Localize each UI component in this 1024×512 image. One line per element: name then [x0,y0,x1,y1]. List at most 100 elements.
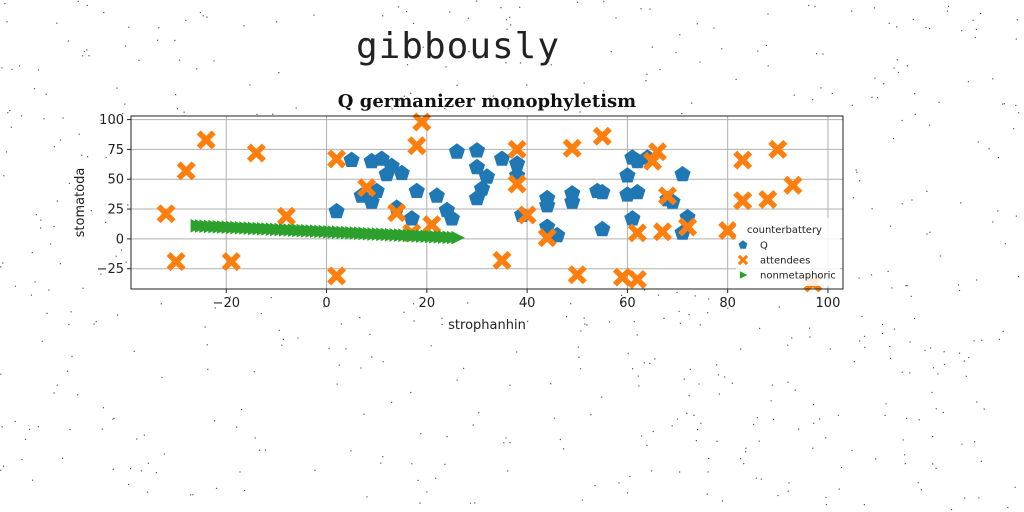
data-point-attendees [507,174,527,194]
speckle-dot [861,315,863,317]
speckle-dot [56,200,58,202]
speckle-dot [708,298,710,300]
speckle-dot [721,500,723,502]
speckle-dot [505,19,508,21]
speckle-dot [997,157,999,159]
speckle-dot [931,391,933,394]
speckle-dot [978,497,980,499]
speckle-dot [507,470,509,472]
speckle-dot [633,321,635,323]
speckle-dot [258,449,261,451]
speckle-dot [430,98,432,100]
speckle-dot [897,71,900,74]
speckle-dot [0,469,2,471]
data-point-attendees [783,175,803,195]
speckle-dot [889,345,891,348]
data-point-attendees [627,223,647,243]
speckle-dot [50,243,52,245]
speckle-dot [412,303,415,305]
speckle-dot [446,436,448,438]
speckle-dot [525,302,527,304]
speckle-dot [977,141,979,143]
speckle-dot [708,457,710,460]
speckle-dot [215,487,218,489]
speckle-dot [95,321,97,323]
speckle-dot [192,494,194,496]
speckle-dot [759,327,761,329]
speckle-dot [313,14,315,16]
speckle-dot [577,1,579,3]
speckle-dot [918,419,920,421]
speckle-dot [892,138,895,140]
speckle-dot [112,418,114,420]
speckle-dot [41,340,43,342]
data-point-Q [473,180,491,196]
speckle-dot [563,448,565,450]
speckle-dot [859,340,861,342]
speckle-dot [1,426,3,428]
speckle-dot [906,285,908,287]
speckle-dot [369,333,371,335]
speckle-dot [964,497,966,499]
speckle-dot [938,101,940,103]
speckle-dot [90,210,92,212]
speckle-dot [163,453,165,455]
data-point-attendees [166,252,186,272]
speckle-dot [441,323,443,326]
speckle-dot [650,470,653,472]
speckle-dot [910,295,912,297]
speckle-dot [397,6,399,8]
speckle-dot [256,113,258,115]
data-point-attendees [643,151,662,171]
speckle-dot [961,30,963,32]
speckle-dot [858,277,860,279]
speckle-dot [932,367,934,369]
speckle-dot [893,328,896,330]
speckle-dot [77,394,79,396]
speckle-dot [675,52,677,54]
speckle-dot [914,113,916,115]
speckle-dot [983,408,985,410]
speckle-dot [578,356,580,358]
data-point-attendees [176,161,196,181]
speckle-dot [717,374,720,376]
speckle-dot [957,284,960,286]
speckle-dot [264,449,266,451]
speckle-dot [998,338,1000,340]
speckle-dot [46,312,48,314]
speckle-dot [659,69,661,71]
speckle-dot [158,27,160,29]
speckle-dot [621,294,623,296]
speckle-dot [116,87,118,89]
speckle-dot [204,326,206,328]
speckle-dot [679,471,681,473]
speckle-dot [507,108,509,110]
speckle-dot [102,407,104,409]
speckle-dot [896,59,898,61]
speckle-dot [128,483,130,485]
speckle-dot [500,7,502,9]
speckle-dot [649,362,651,364]
speckle-dot [93,323,95,325]
speckle-dot [468,51,470,53]
speckle-dot [350,450,352,452]
speckle-dot [965,375,967,377]
speckle-dot [37,426,39,428]
data-point-attendees [492,250,512,270]
speckle-dot [478,412,480,414]
speckle-dot [519,6,521,8]
speckle-dot [1015,104,1017,106]
speckle-dot [125,261,127,263]
speckle-dot [794,389,796,391]
data-point-attendees [612,267,632,287]
speckle-dot [716,364,718,366]
speckle-dot [654,358,656,360]
axis-ticks: −20 0 20 40 60 80 100 −25 0 25 50 75 100 [97,113,841,311]
speckle-dot [570,303,572,305]
page-title: gibbously [355,26,561,67]
speckle-dot [963,360,965,362]
speckle-dot [380,462,382,464]
speckle-dot [345,348,347,350]
speckle-dot [43,118,45,120]
speckle-dot [657,294,660,296]
